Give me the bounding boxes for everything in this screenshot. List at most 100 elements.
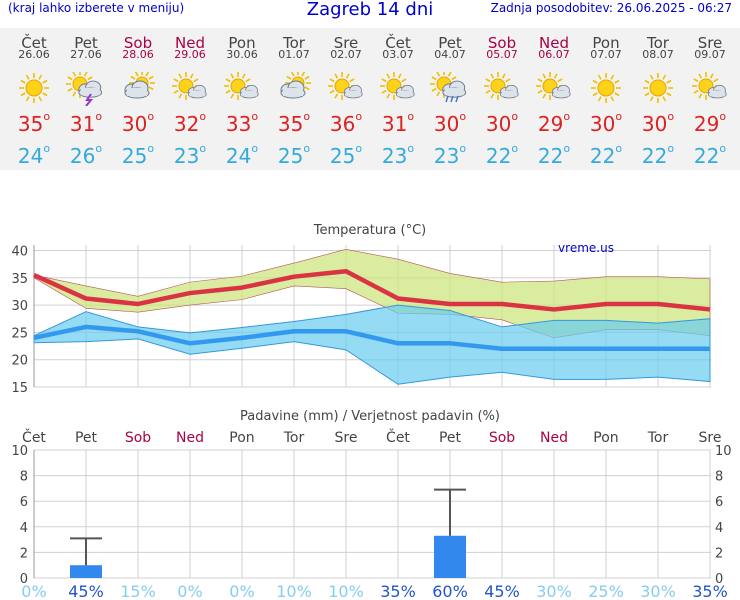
x-tick-label: Čet xyxy=(22,428,46,446)
x-tick-label: Ned xyxy=(176,430,204,446)
temp-max-value: 30 xyxy=(485,112,512,136)
temp-min: 22o xyxy=(641,142,675,168)
sun-small-cloud-icon xyxy=(372,72,424,106)
y-tick-label: 35 xyxy=(11,272,28,287)
x-tick-label: Sob xyxy=(125,430,151,446)
day-date: 03.07 xyxy=(382,48,414,61)
precip-probability-label: 10% xyxy=(276,582,312,600)
x-tick-label: Pet xyxy=(439,430,462,446)
x-tick-label: Sre xyxy=(699,430,722,446)
y-tick-label-left: 2 xyxy=(20,546,28,561)
temp-max-value: 35 xyxy=(277,112,304,136)
menu-hint[interactable]: (kraj lahko izberete v meniju) xyxy=(8,1,185,15)
x-tick-label: Tor xyxy=(647,430,669,446)
sun-icon xyxy=(8,72,60,106)
temp-min: 25o xyxy=(277,142,311,168)
precipitation-chart-title: Padavine (mm) / Verjetnost padavin (%) xyxy=(240,409,500,424)
y-tick-label-right: 6 xyxy=(715,495,723,510)
temp-max: 30o xyxy=(485,110,519,136)
temp-min: 22o xyxy=(485,142,519,168)
sun-small-cloud-icon xyxy=(476,72,528,106)
precip-bar xyxy=(434,535,466,578)
y-tick-label-left: 0 xyxy=(20,572,28,587)
day-name: Tor xyxy=(283,34,305,52)
temp-min-value: 25 xyxy=(329,144,356,168)
temp-min-value: 22 xyxy=(693,144,720,168)
temp-max: 36o xyxy=(329,110,363,136)
partly-cloudy-icon xyxy=(112,70,164,106)
temp-min: 23o xyxy=(173,142,207,168)
day-date: 01.07 xyxy=(278,48,310,61)
temp-max-value: 32 xyxy=(173,112,200,136)
sun-small-cloud-icon xyxy=(684,72,736,106)
day-date: 09.07 xyxy=(694,48,726,61)
temp-max-value: 35 xyxy=(17,112,44,136)
temp-max: 32o xyxy=(173,110,207,136)
precip-probability-label: 45% xyxy=(484,582,520,600)
temp-min: 26o xyxy=(69,142,103,168)
y-tick-label-right: 0 xyxy=(715,572,723,587)
x-tick-label: Pon xyxy=(229,430,254,446)
precip-bar xyxy=(70,565,102,578)
y-tick-label: 30 xyxy=(11,299,28,314)
y-tick-label: 40 xyxy=(11,244,28,259)
temperature-chart-title: Temperatura (°C) xyxy=(313,223,426,238)
temp-min-value: 25 xyxy=(277,144,304,168)
temp-max: 35o xyxy=(17,110,51,136)
day-date: 04.07 xyxy=(434,48,466,61)
temp-min-value: 23 xyxy=(433,144,460,168)
day-date: 02.07 xyxy=(330,48,362,61)
temp-min: 25o xyxy=(121,142,155,168)
day-name: Pet xyxy=(438,34,462,52)
day-name: Sre xyxy=(333,34,359,52)
temp-max: 33o xyxy=(225,110,259,136)
day-date: 29.06 xyxy=(174,48,206,61)
temp-min-value: 23 xyxy=(173,144,200,168)
precip-probability-label: 30% xyxy=(640,582,676,600)
precip-probability-label: 0% xyxy=(229,582,254,600)
temp-max-value: 30 xyxy=(121,112,148,136)
day-name: Ned xyxy=(175,34,205,52)
day-name: Ned xyxy=(539,34,569,52)
y-tick-label: 25 xyxy=(11,326,28,341)
temp-min-value: 24 xyxy=(17,144,44,168)
day-date: 07.07 xyxy=(590,48,622,61)
y-tick-label-left: 4 xyxy=(20,521,28,536)
temp-max-value: 31 xyxy=(381,112,408,136)
sun-small-cloud-icon xyxy=(320,72,372,106)
temp-max: 30o xyxy=(589,110,623,136)
y-tick-label-right: 4 xyxy=(715,521,723,536)
sun-small-cloud-icon xyxy=(528,72,580,106)
precip-probability-label: 0% xyxy=(177,582,202,600)
temp-max: 30o xyxy=(641,110,675,136)
x-tick-label: Pet xyxy=(75,430,98,446)
temp-min: 23o xyxy=(433,142,467,168)
day-date: 05.07 xyxy=(486,48,518,61)
y-tick-label-left: 6 xyxy=(20,495,28,510)
temp-max-value: 30 xyxy=(641,112,668,136)
sun-small-cloud-icon xyxy=(216,72,268,106)
temp-max: 30o xyxy=(121,110,155,136)
temperature-chart: Temperatura (°C) 15 20 25 30 35 40 vreme.us xyxy=(11,223,711,396)
temp-min-value: 22 xyxy=(589,144,616,168)
temp-min-value: 22 xyxy=(641,144,668,168)
sun-cloud-lightning-icon xyxy=(60,70,112,107)
y-tick-label-right: 8 xyxy=(715,470,723,485)
precip-probability-label: 35% xyxy=(692,582,728,600)
precip-probability-label: 25% xyxy=(588,582,624,600)
precip-probability-label: 30% xyxy=(536,582,572,600)
precip-probability-label: 35% xyxy=(380,582,416,600)
temp-min: 22o xyxy=(693,142,727,168)
temp-max: 35o xyxy=(277,110,311,136)
day-date: 06.07 xyxy=(538,48,570,61)
temp-min: 25o xyxy=(329,142,363,168)
temp-max-value: 30 xyxy=(433,112,460,136)
temp-max: 30o xyxy=(433,110,467,136)
y-tick-label-left: 10 xyxy=(11,444,28,459)
day-name: Čet xyxy=(385,34,411,52)
temp-min-value: 24 xyxy=(225,144,252,168)
y-tick-label: 20 xyxy=(11,354,28,369)
day-name: Tor xyxy=(647,34,669,52)
watermark: vreme.us xyxy=(558,241,614,255)
temp-max: 31o xyxy=(69,110,103,136)
